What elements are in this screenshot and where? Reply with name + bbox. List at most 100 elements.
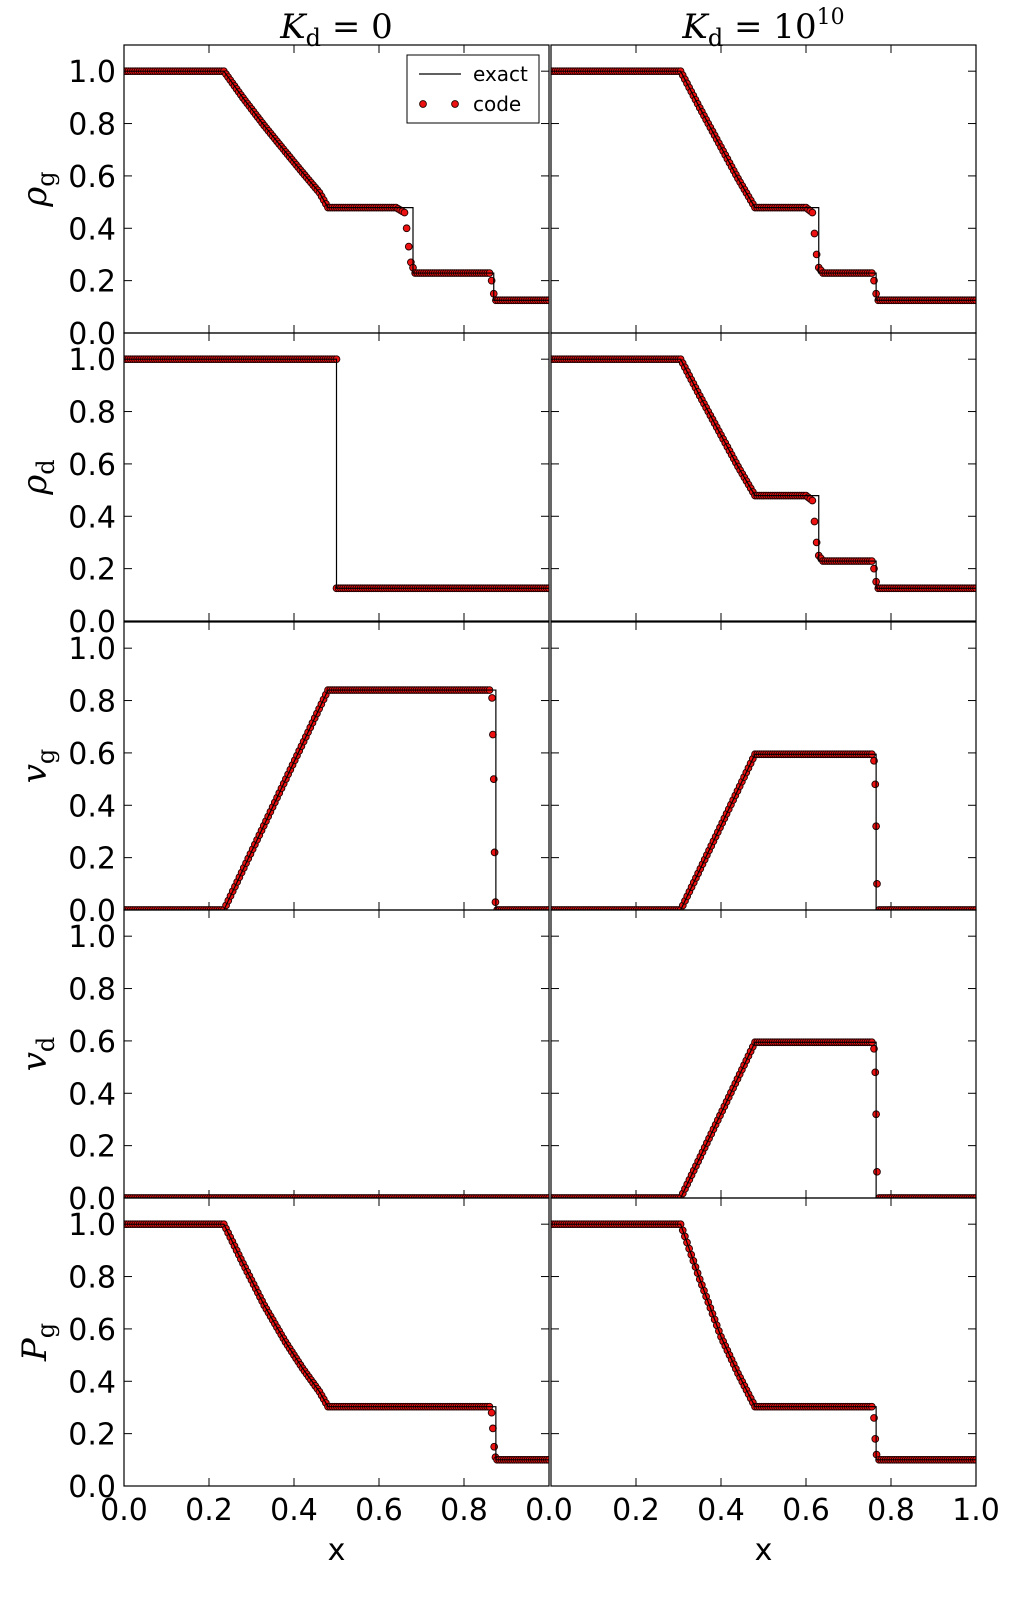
panel-v_d_Kd1e10	[550, 909, 977, 1199]
panel-v_d_Kd0: 0.0 0.2 0.4 0.6 0.8 1.0	[68, 909, 550, 1217]
y-tick-label: 0.0	[68, 1470, 116, 1505]
exact-line	[551, 753, 976, 910]
exact-line	[124, 70, 549, 301]
y-tick-label: 0.2	[68, 1418, 116, 1453]
column-title: Kd = 0	[279, 7, 393, 52]
code-marker	[490, 848, 499, 857]
y-tick-label: 0.8	[68, 973, 116, 1008]
exact-line	[551, 358, 976, 589]
y-tick-label: 1.0	[68, 920, 116, 955]
legend-code-swatch	[451, 100, 459, 108]
row-label: ρg	[15, 171, 60, 207]
code-marker	[873, 1167, 881, 1176]
row-label: vd	[15, 1037, 60, 1072]
plot-area	[551, 67, 976, 305]
x-tick-label: 0.2	[185, 1493, 233, 1528]
y-tick-label: 0.6	[68, 160, 116, 195]
y-tick-label: 0.2	[68, 842, 116, 877]
row-label: Pg	[15, 1323, 60, 1362]
plot-area	[551, 355, 976, 593]
code-marker	[810, 229, 819, 238]
code-marker	[490, 1442, 499, 1451]
x-tick-label: 0.0	[100, 1493, 148, 1528]
plot-area	[551, 1220, 976, 1464]
panel-v_g_Kd0: 0.0 0.2 0.4 0.6 0.8 1.0	[68, 621, 550, 929]
y-tick-label: 0.6	[68, 737, 116, 772]
panel-P_g_Kd0: 0.0 0.2 0.4 0.6 0.8 1.0 0.0 0.2 0.4 0.6 0.8 0.0 x	[68, 1197, 573, 1568]
x-tick-label: 0.8	[867, 1493, 915, 1528]
x-tick-label: 1.0	[952, 1493, 1000, 1528]
code-marker	[808, 208, 817, 217]
y-tick-label: 0.4	[68, 789, 116, 824]
y-tick-label: 0.8	[68, 396, 116, 431]
code-marker	[404, 242, 413, 251]
axes-frame	[550, 44, 977, 334]
plot-area	[124, 686, 549, 910]
legend: exact code	[406, 54, 540, 124]
y-tick-label: 0.2	[68, 265, 116, 300]
y-tick-label: 1.0	[68, 632, 116, 667]
code-marker	[810, 517, 819, 526]
y-tick-label: 0.2	[68, 553, 116, 588]
x-axis-label: x	[328, 1533, 346, 1568]
y-tick-label: 1.0	[68, 1208, 116, 1243]
panel-P_g_Kd1e10: 0.2 0.4 0.6 0.8 1.0 x	[550, 1197, 1000, 1568]
row-labels: ρg ρd vg vd Pg	[15, 171, 60, 1362]
y-tick-label: 0.4	[68, 1365, 116, 1400]
legend-box	[406, 54, 540, 124]
x-tick-label: 0.4	[697, 1493, 745, 1528]
exact-line	[124, 358, 549, 589]
y-tick-label: 1.0	[68, 55, 116, 90]
x-tick-label: 0.6	[782, 1493, 830, 1528]
code-marker	[808, 496, 817, 505]
axes-frame	[123, 621, 550, 911]
exact-line	[124, 1223, 549, 1461]
legend-exact-label: exact	[473, 62, 528, 86]
y-tick-label: 0.8	[68, 685, 116, 720]
panel-rho_d_Kd1e10	[550, 332, 977, 622]
y-tick-label: 0.0	[68, 605, 116, 640]
code-marker	[871, 780, 880, 789]
x-axis-label: x	[755, 1533, 773, 1568]
axes-frame	[123, 909, 550, 1199]
y-tick-label: 0.6	[68, 1313, 116, 1348]
y-tick-label: 0.0	[68, 1182, 116, 1217]
axes-frame	[550, 621, 977, 911]
panel-v_g_Kd1e10	[550, 621, 977, 911]
exact-line	[551, 1041, 976, 1198]
row-label: ρd	[15, 459, 60, 495]
axes-frame	[123, 1197, 550, 1487]
code-marker	[871, 1068, 880, 1077]
x-tick-label: 0.6	[355, 1493, 403, 1528]
plot-area	[124, 67, 549, 305]
exact-line	[551, 70, 976, 301]
panel-rho_d_Kd0: 0.0 0.2 0.4 0.6 0.8 1.0	[68, 332, 550, 640]
x-tick-label: 0.4	[270, 1493, 318, 1528]
x-tick-label: 0.8	[440, 1493, 488, 1528]
panel-grid: 0.00.20.40.60.81.00.00.20.40.60.81.00.00…	[68, 44, 1000, 1568]
code-marker	[400, 208, 409, 217]
y-tick-label: 0.6	[68, 1025, 116, 1060]
row-label: vg	[15, 749, 60, 784]
plot-area	[124, 355, 549, 593]
code-marker	[487, 1408, 496, 1417]
column-title: Kd = 1010	[681, 5, 844, 52]
y-tick-label: 0.4	[68, 1077, 116, 1112]
axes-frame	[550, 332, 977, 622]
column-titles: Kd = 0 Kd = 1010	[279, 5, 844, 52]
legend-code-label: code	[473, 92, 521, 116]
axes-frame	[550, 1197, 977, 1487]
axes-frame	[123, 332, 550, 622]
panel-rho_g_Kd0: 0.0 0.2 0.4 0.6 0.8 1.0	[68, 44, 550, 352]
y-tick-label: 0.0	[68, 894, 116, 929]
plot-area	[551, 1038, 976, 1198]
plot-area	[124, 1220, 549, 1464]
panel-rho_g_Kd1e10	[550, 44, 977, 334]
exact-line	[124, 689, 549, 910]
x-tick-label: 0.2	[612, 1493, 660, 1528]
code-marker	[871, 1435, 880, 1443]
y-tick-label: 0.4	[68, 212, 116, 247]
code-marker	[873, 879, 881, 888]
x-tick-label: 0.0	[525, 1493, 573, 1528]
